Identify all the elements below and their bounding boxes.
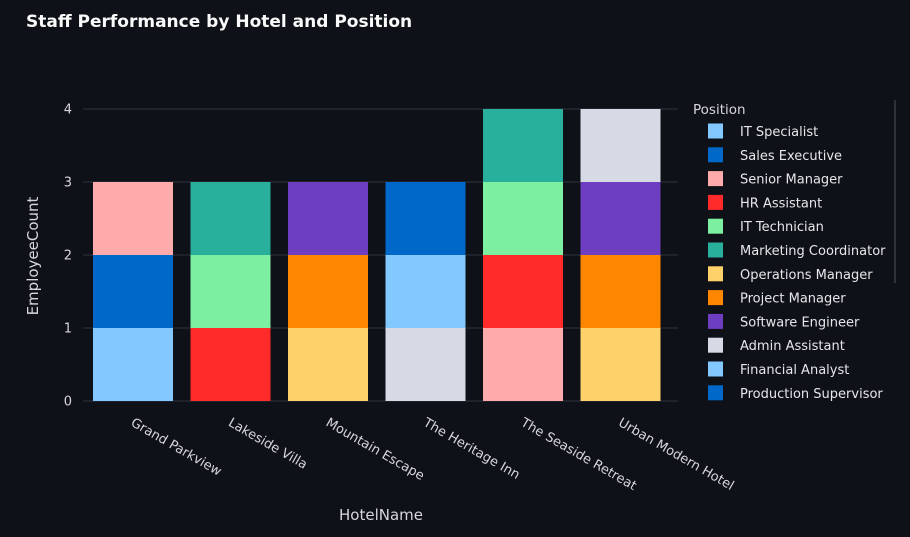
- bar-segment[interactable]: [483, 109, 563, 182]
- bar-segment[interactable]: [288, 255, 368, 328]
- legend-swatch: [708, 313, 723, 329]
- x-axis-ticks: Grand Parkview Lakeside Villa Mountain Esc…: [128, 415, 736, 494]
- bar-segment[interactable]: [580, 109, 661, 182]
- bar-segment[interactable]: [190, 255, 271, 328]
- bar-segment[interactable]: [190, 182, 271, 255]
- legend-item-label[interactable]: Marketing Coordinator: [740, 244, 886, 259]
- legend-item-label[interactable]: Operations Manager: [740, 268, 873, 283]
- legend-item-label[interactable]: Senior Manager: [740, 173, 843, 188]
- y-axis-ticks: 0 1 2 3 4: [64, 103, 72, 410]
- y-tick-label: 1: [64, 322, 72, 337]
- legend-item-label[interactable]: Project Manager: [740, 292, 846, 307]
- legend-item-label[interactable]: Admin Assistant: [740, 339, 845, 354]
- bar-segment[interactable]: [483, 182, 563, 255]
- y-tick-label: 3: [64, 176, 72, 191]
- legend-swatch: [708, 123, 723, 139]
- chart-title: Staff Performance by Hotel and Position: [26, 12, 413, 32]
- x-axis-title: HotelName: [339, 506, 423, 524]
- x-tick-label: Lakeside Villa: [226, 415, 310, 472]
- legend-item-label[interactable]: Software Engineer: [740, 315, 860, 330]
- y-tick-label: 2: [64, 249, 72, 264]
- legend-swatch: [708, 171, 723, 187]
- bars[interactable]: [93, 109, 661, 401]
- legend-swatch: [708, 194, 723, 210]
- bar-segment[interactable]: [93, 328, 173, 401]
- bar-segment[interactable]: [483, 328, 563, 401]
- bar-segment[interactable]: [93, 255, 173, 328]
- x-tick-label: Grand Parkview: [128, 415, 224, 479]
- bar-segment[interactable]: [483, 255, 563, 328]
- legend-item-label[interactable]: IT Specialist: [740, 125, 818, 140]
- bar-segment[interactable]: [385, 328, 466, 401]
- legend-item-label[interactable]: IT Technician: [740, 220, 824, 235]
- y-axis-title: EmployeeCount: [24, 196, 42, 315]
- legend-item-label[interactable]: Financial Analyst: [740, 363, 849, 378]
- bar-segment[interactable]: [580, 182, 661, 255]
- x-tick-label: The Heritage Inn: [420, 415, 523, 483]
- bar-segment[interactable]: [190, 328, 271, 401]
- legend-swatch: [708, 337, 723, 353]
- bar-segment[interactable]: [93, 182, 173, 255]
- y-tick-label: 4: [64, 103, 72, 118]
- legend-swatch: [708, 361, 723, 377]
- legend-swatch: [708, 385, 723, 401]
- bar-segment[interactable]: [385, 255, 466, 328]
- legend-swatch: [708, 218, 723, 234]
- bar-segment[interactable]: [288, 182, 368, 255]
- bar-segment[interactable]: [385, 182, 466, 255]
- legend-item-label[interactable]: Production Supervisor: [740, 387, 883, 402]
- legend-swatch: [708, 290, 723, 306]
- legend[interactable]: Position IT Specialist Sales Executive Sen…: [693, 102, 886, 402]
- legend-swatch: [708, 242, 723, 258]
- legend-item-label[interactable]: HR Assistant: [740, 196, 822, 211]
- gridlines: [83, 108, 678, 402]
- bar-segment[interactable]: [580, 328, 661, 401]
- bar-segment[interactable]: [288, 328, 368, 401]
- x-tick-label: Mountain Escape: [323, 415, 427, 484]
- legend-title: Position: [693, 102, 746, 118]
- y-tick-label: 0: [64, 395, 72, 410]
- legend-swatch: [708, 147, 723, 163]
- legend-swatch: [708, 266, 723, 282]
- bar-segment[interactable]: [580, 255, 661, 328]
- legend-item-label[interactable]: Sales Executive: [740, 149, 842, 164]
